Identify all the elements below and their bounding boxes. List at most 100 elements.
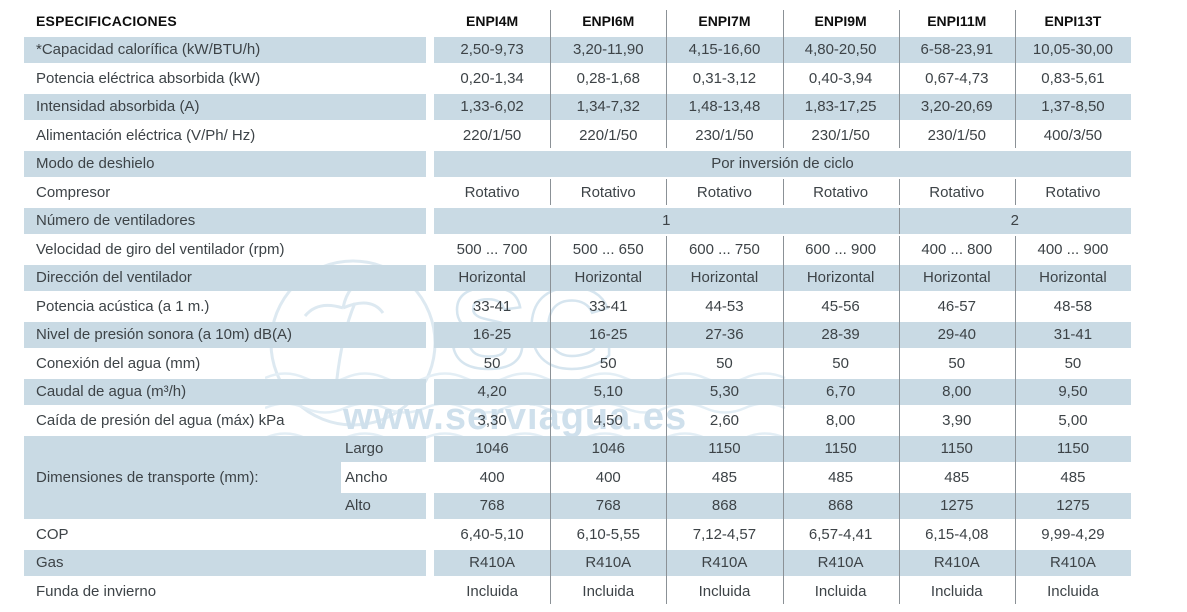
value-cell: 6,57-4,41 [808,525,873,543]
value-cell: 4,80-20,50 [782,36,899,63]
value-cell: 50 [716,354,733,372]
value-cell: 230/1/50 [927,126,986,144]
value-cell: 16-25 [550,321,667,348]
value-cell: 4,20 [434,378,551,405]
row-label: Caudal de agua (m³/h) [24,378,426,405]
dimension-value-cell: 768 [434,492,551,519]
column-gap [426,550,434,576]
value-cell: 0,67-4,73 [925,69,989,87]
column-header-enpi11m: ENPI11M [927,13,987,29]
column-gap [426,350,434,376]
spec-row: Funda de invierno Incluida Incluida Incluid… [24,578,1131,604]
value-cell: 50 [483,354,501,372]
value-cell: 50 [599,354,617,372]
spec-row: Velocidad de giro del ventilador (rpm) 50… [24,236,1131,262]
column-gap [426,322,434,348]
spec-row: Caudal de agua (m³/h) 4,20 5,10 5,30 6,70 8,0… [24,378,1132,405]
table-title: ESPECIFICACIONES [36,13,177,29]
spec-table-body: *Capacidad calorífica (kW/BTU/h) 2,50-9,7… [24,36,1132,605]
row-label: Nivel de presión sonora (a 10m) dB(A) [24,321,426,348]
column-gap [426,578,434,604]
row-label: Alimentación eléctrica (V/Ph/ Hz) [36,126,256,144]
dimension-value-cell: 485 [1060,468,1086,486]
value-cell: 45-56 [821,297,860,315]
span-cell: 2 [898,207,1131,234]
value-cell: 5,10 [550,378,667,405]
row-values: Por inversión de ciclo [434,150,1131,177]
value-cell: 33-41 [589,297,628,315]
column-gap [426,521,434,547]
row-values: 33-41 33-41 44-53 45-56 46-57 48-58 [434,293,1131,319]
header-row: ESPECIFICACIONES ENPI4M ENPI6M ENPI7M EN… [24,8,1131,34]
value-cell: Horizontal [1014,264,1132,291]
dimension-value-cell: 1150 [782,435,899,462]
column-gap [426,179,434,205]
value-cell: 9,99-4,29 [1041,525,1105,543]
spec-row: Intensidad absorbida (A) 1,33-6,02 1,34-7,… [24,93,1132,120]
dimension-value-cell: 868 [782,492,899,519]
column-gap [426,407,434,433]
value-cell: Rotativo [929,183,985,201]
value-cell: 1,83-17,25 [782,93,899,120]
value-cell: Horizontal [782,264,899,291]
value-cell: 0,28-1,68 [576,69,640,87]
dimension-value-cell: 1275 [898,492,1015,519]
value-cell: 500 ... 700 [456,240,528,258]
column-header-enpi7m: ENPI7M [698,13,751,29]
column-gap [426,151,434,177]
dimension-values: 1046 400 768 1046 400 768 1150 485 868 1150 485 868… [434,435,1132,519]
value-cell: 3,30 [477,411,507,429]
value-cell: Rotativo [580,183,636,201]
column-gap [426,265,434,291]
value-cell: R410A [550,549,667,576]
spec-row: Compresor Rotativo Rotativo Rotativo Rotativ… [24,179,1131,205]
value-cell: 4,15-16,60 [666,36,783,63]
column-gap [426,122,434,148]
row-values: 0,20-1,34 0,28-1,68 0,31-3,12 0,40-3,94 0,67… [434,65,1131,91]
span-cell: 1 [434,207,899,234]
column-header-enpi4m: ENPI4M [466,13,519,29]
value-cell: Incluida [930,582,983,600]
value-cell: 50 [832,354,849,372]
dimension-value-cell: 400 [479,468,505,486]
dimension-value-cell: 1046 [434,435,551,462]
value-cell: 3,20-20,69 [898,93,1015,120]
value-cell: 1,33-6,02 [434,93,551,120]
value-cell: 2,60 [709,411,740,429]
dimension-column: 1150 485 868 [666,435,783,519]
dimensions-label: Dimensiones de transporte (mm): [24,435,341,519]
row-values: 500 ... 700 500 ... 650 600 ... 750 600 ...… [434,236,1131,262]
value-cell: 400/3/50 [1043,126,1103,144]
column-gap [426,65,434,91]
column-gap [426,293,434,319]
value-cell: 10,05-30,00 [1014,36,1132,63]
value-cell: 220/1/50 [462,126,522,144]
value-cell: 400 ... 800 [921,240,993,258]
value-cell: 6,10-5,55 [576,525,640,543]
row-values: 3,30 4,50 2,60 8,00 3,90 5,00 [434,407,1131,433]
value-cell: 8,00 [826,411,856,429]
value-cell: Incluida [698,582,751,600]
row-label: *Capacidad calorífica (kW/BTU/h) [24,36,426,63]
row-label: Caída de presión del agua (máx) kPa [36,411,285,429]
column-header-enpi13t: ENPI13T [1044,13,1102,29]
dimension-sub-label: Largo [341,435,426,462]
spec-row: Gas R410A R410A R410A R410A R410A R410A [24,549,1132,576]
row-label: Gas [24,549,426,576]
column-gap [426,37,434,63]
row-values: Rotativo Rotativo Rotativo Rotativo Rotativo… [434,179,1131,205]
row-values: Incluida Incluida Incluida Incluida Incluida… [434,578,1131,604]
value-cell: Rotativo [813,183,869,201]
row-label: Conexión del agua (mm) [36,354,201,372]
value-cell: 1,37-8,50 [1014,93,1132,120]
row-label: Velocidad de giro del ventilador (rpm) [36,240,285,258]
value-cell: 6,15-4,08 [925,525,989,543]
row-label: Potencia eléctrica absorbida (kW) [36,69,261,87]
value-cell: 27-36 [666,321,783,348]
value-cell: 220/1/50 [579,126,638,144]
value-cell: Rotativo [1045,183,1101,201]
value-cell: 5,30 [666,378,783,405]
value-cell: 6,70 [782,378,899,405]
span-cell: Por inversión de ciclo [434,150,1131,177]
